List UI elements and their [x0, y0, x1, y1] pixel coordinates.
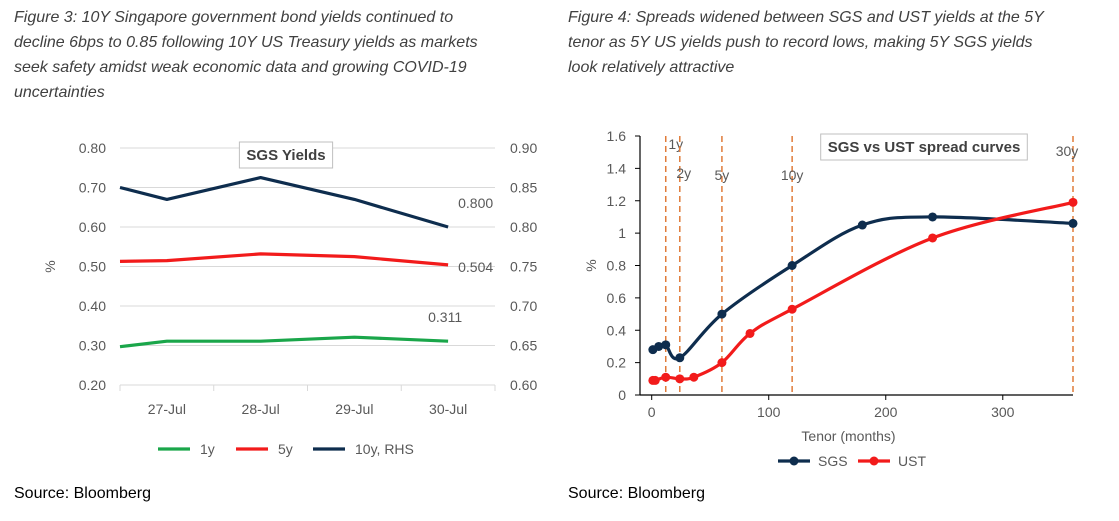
x-tick-label: 300	[991, 404, 1015, 420]
series-line	[119, 176, 449, 229]
data-point	[745, 328, 755, 338]
x-axis-label: Tenor (months)	[801, 428, 895, 444]
y-tick-label: 0.4	[607, 322, 627, 338]
y2-tick-label: 0.60	[510, 377, 537, 393]
caption-line: Figure 3: 10Y Singapore government bond …	[14, 9, 453, 26]
x-tick-label: 27-Jul	[148, 401, 186, 417]
y-tick-label: 0.6	[607, 290, 627, 306]
chart-panel: Figure 3: 10Y Singapore government bond …	[14, 9, 537, 502]
data-label: 0.800	[458, 195, 493, 211]
reference-label: 30y	[1056, 143, 1079, 159]
y-tick-label: 0.2	[607, 355, 627, 371]
y2-tick-label: 0.75	[510, 259, 537, 275]
y-tick-label: 0.80	[79, 140, 106, 156]
y2-tick-label: 0.65	[510, 338, 537, 354]
y2-tick-label: 0.90	[510, 140, 537, 156]
data-point	[857, 220, 867, 230]
caption-line: Figure 4: Spreads widened between SGS an…	[568, 9, 1045, 26]
plot-title: SGS Yields	[246, 147, 325, 164]
reference-label: 1y	[668, 136, 683, 152]
data-point	[661, 372, 671, 382]
reference-label: 10y	[781, 167, 804, 183]
y2-tick-label: 0.80	[510, 219, 537, 235]
chart-panel: Figure 4: Spreads widened between SGS an…	[568, 9, 1078, 502]
x-tick-label: 200	[874, 404, 898, 420]
data-label: 0.311	[428, 309, 462, 325]
data-point	[1068, 197, 1078, 207]
series-line	[119, 252, 449, 267]
y-axis-label: %	[583, 259, 599, 271]
data-point	[928, 233, 938, 243]
x-tick-label: 28-Jul	[242, 401, 280, 417]
data-point	[928, 212, 938, 222]
x-tick-label: 30-Jul	[429, 401, 467, 417]
data-point	[1068, 218, 1078, 228]
y-tick-label: 1.2	[607, 193, 627, 209]
y-tick-label: 0.70	[79, 180, 106, 196]
legend-marker	[789, 456, 799, 466]
y-tick-label: 0.30	[79, 338, 106, 354]
legend-marker	[869, 456, 879, 466]
x-tick-label: 29-Jul	[335, 401, 373, 417]
source: Source: Bloomberg	[14, 485, 151, 502]
legend-label: SGS	[818, 453, 848, 469]
y-tick-label: 0.60	[79, 219, 106, 235]
data-point	[654, 341, 664, 351]
reference-label: 2y	[676, 165, 691, 181]
data-point	[717, 358, 727, 368]
legend-label: 5y	[278, 441, 293, 457]
y-tick-label: 0	[618, 387, 626, 403]
y-tick-label: 1	[618, 225, 626, 241]
y-tick-label: 0.8	[607, 258, 627, 274]
source: Source: Bloomberg	[568, 485, 705, 502]
reference-label: 5y	[715, 167, 730, 183]
title-box	[238, 141, 334, 169]
legend-label: 10y, RHS	[355, 441, 414, 457]
x-tick-label: 100	[757, 404, 781, 420]
caption-line: tenor as 5Y US yields push to record low…	[568, 34, 1033, 51]
data-point	[661, 340, 671, 350]
x-tick-label: 0	[648, 404, 656, 420]
caption-line: uncertainties	[14, 84, 105, 101]
data-point	[689, 372, 699, 382]
legend-label: 1y	[200, 441, 215, 457]
y-axis-label: %	[42, 260, 58, 272]
legend-label: UST	[898, 453, 926, 469]
y2-tick-label: 0.70	[510, 298, 537, 314]
series-line	[652, 215, 1074, 361]
series-line	[119, 335, 449, 349]
caption-line: look relatively attractive	[568, 59, 734, 76]
data-point	[787, 304, 797, 314]
caption-line: seek safety amidst weak economic data an…	[14, 59, 467, 76]
caption-line: decline 6bps to 0.85 following 10Y US Tr…	[14, 34, 478, 51]
data-point	[787, 261, 797, 270]
y-tick-label: 1.4	[607, 160, 627, 176]
y-tick-label: 0.40	[79, 298, 106, 314]
y2-tick-label: 0.85	[510, 180, 537, 196]
data-point	[675, 374, 685, 384]
title-box	[820, 133, 1028, 161]
data-point	[650, 375, 660, 385]
plot-title: SGS vs UST spread curves	[828, 139, 1021, 156]
y-tick-label: 0.20	[79, 377, 106, 393]
y-tick-label: 1.6	[607, 128, 627, 144]
data-point	[717, 309, 727, 319]
data-point	[675, 353, 685, 363]
data-label: 0.504	[458, 259, 493, 275]
y-tick-label: 0.50	[79, 259, 106, 275]
